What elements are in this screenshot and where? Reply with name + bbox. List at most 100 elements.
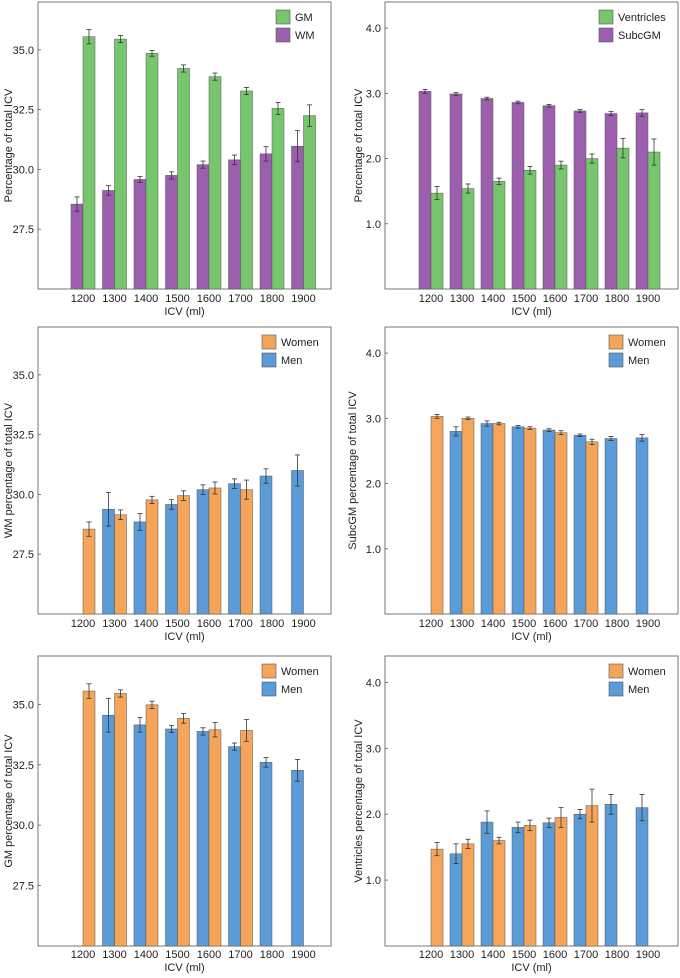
x-axis-label: ICV (ml): [511, 306, 551, 318]
panel-1: 27.5 30.0 32.5 35.0 1200 1300 1400 1500 1600 170…: [3, 1, 332, 318]
x-tick-label: 1700: [574, 293, 598, 305]
y-tick-label: 1.0: [366, 219, 381, 231]
legend: Women Men: [608, 334, 666, 368]
bar-women-1300: [461, 418, 475, 615]
bar-men-1900: [291, 770, 304, 947]
bar-men-1900: [635, 437, 649, 615]
bar-women-1500: [523, 825, 537, 947]
legend-swatch-women: [608, 663, 624, 679]
legend-swatch-wm: [275, 27, 291, 43]
bar-ventricles-1400: [492, 181, 506, 290]
legend-swatch-subcgm: [598, 27, 614, 43]
x-tick-label: 1600: [543, 293, 567, 305]
bar-women-1200: [430, 416, 444, 615]
panel-2: 1.0 2.0 3.0 4.0 1200 1300 1400 1500 1600 1700 180…: [353, 1, 679, 318]
bar-women-1500: [177, 718, 190, 947]
x-tick-label: 1400: [134, 293, 158, 305]
x-tick-label: 1800: [260, 949, 284, 961]
bar-men-1600: [542, 429, 556, 615]
bar-men-1800: [259, 475, 273, 615]
x-tick-label: 1500: [512, 949, 536, 961]
bar-wm-1900: [291, 145, 304, 290]
x-tick-label: 1400: [481, 949, 505, 961]
panel-6: 1.0 2.0 3.0 4.0 1200 1300 1400 1500 1600 1700 180…: [353, 655, 679, 974]
legend-swatch-ventricles: [598, 9, 614, 25]
y-tick-label: 27.5: [13, 549, 34, 561]
legend-swatch-women: [608, 334, 624, 350]
y-tick-label: 35.0: [13, 370, 34, 382]
bar-men-1700: [228, 746, 241, 947]
bar-men-1600: [196, 731, 210, 947]
y-tick-label: 27.5: [13, 881, 34, 893]
bar-men-1500: [165, 728, 178, 947]
legend-swatch-men: [608, 681, 624, 697]
y-tick-label: 3.0: [366, 743, 381, 755]
y-tick-label: 4.0: [366, 23, 381, 35]
x-tick-label: 1200: [419, 618, 443, 630]
bar-men-1700: [573, 435, 587, 615]
bar-men-1400: [480, 821, 494, 947]
y-tick-label: 1.0: [366, 875, 381, 887]
y-tick-label: 2.0: [366, 154, 381, 166]
legend-label-wm: WM: [295, 30, 315, 42]
x-tick-label: 1700: [228, 618, 252, 630]
x-tick-label: 1500: [165, 949, 189, 961]
x-tick-label: 1200: [71, 618, 95, 630]
y-axis-label: Ventricles percentage of total ICV: [353, 719, 365, 883]
x-tick-label: 1300: [450, 618, 474, 630]
bar-men-1400: [480, 423, 494, 615]
bar-ventricles-1700: [585, 158, 599, 290]
legend: Ventricles SubcGM: [598, 9, 666, 43]
bar-ventricles-1300: [461, 188, 475, 290]
y-tick-label: 35.0: [13, 45, 34, 57]
x-tick-label: 1900: [291, 949, 315, 961]
y-tick-label: 1.0: [366, 544, 381, 556]
x-tick-label: 1900: [291, 618, 315, 630]
legend: Women Men: [608, 663, 666, 697]
x-tick-label: 1700: [574, 618, 598, 630]
legend-swatch-women: [261, 663, 277, 679]
bar-ventricles-1800: [616, 147, 630, 290]
legend: Women Men: [261, 334, 319, 368]
bar-subcgm-1500: [511, 102, 525, 290]
y-tick-label: 32.5: [13, 105, 34, 117]
bar-women-1500: [523, 427, 537, 615]
bar-wm-1600: [196, 164, 210, 290]
legend: GM WM: [275, 9, 315, 43]
x-tick-label: 1800: [605, 293, 629, 305]
legend-label-subcgm: SubcGM: [618, 30, 661, 42]
y-axis-label: SubcGM percentage of total ICV: [347, 391, 359, 550]
bar-ventricles-1500: [523, 170, 537, 290]
legend-swatch-men: [261, 352, 277, 368]
x-tick-label: 1600: [197, 949, 221, 961]
x-tick-label: 1600: [543, 949, 567, 961]
y-tick-label: 32.5: [13, 760, 34, 772]
bar-women-1600: [208, 729, 222, 947]
legend: Women Men: [261, 663, 319, 697]
legend-label-gm: GM: [295, 12, 313, 24]
bar-wm-1300: [102, 190, 115, 290]
bar-gm-1600: [208, 76, 222, 290]
bar-women-1400: [492, 840, 506, 947]
x-axis-label: ICV (ml): [164, 962, 204, 974]
x-tick-label: 1200: [71, 293, 95, 305]
bar-women-1200: [82, 528, 96, 615]
bar-wm-1200: [70, 203, 84, 290]
bar-men-1500: [511, 426, 525, 615]
legend-label-women: Women: [281, 666, 319, 678]
legend-label-women: Women: [628, 337, 666, 349]
bar-wm-1500: [165, 175, 178, 290]
x-tick-label: 1900: [636, 293, 660, 305]
bar-subcgm-1800: [604, 113, 618, 290]
bar-men-1400: [133, 521, 147, 615]
bar-women-1600: [554, 432, 568, 615]
x-tick-label: 1300: [450, 949, 474, 961]
panel-5: 27.5 30.0 32.5 35.0 1200 1300 1400 1500 1600 170…: [3, 655, 332, 974]
bar-subcgm-1900: [635, 112, 649, 290]
bar-subcgm-1200: [418, 91, 432, 290]
bar-men-1800: [259, 762, 273, 947]
legend-label-ventricles: Ventricles: [618, 12, 666, 24]
bar-women-1600: [208, 487, 222, 615]
bar-women-1700: [240, 730, 253, 947]
bar-gm-1700: [240, 90, 253, 290]
